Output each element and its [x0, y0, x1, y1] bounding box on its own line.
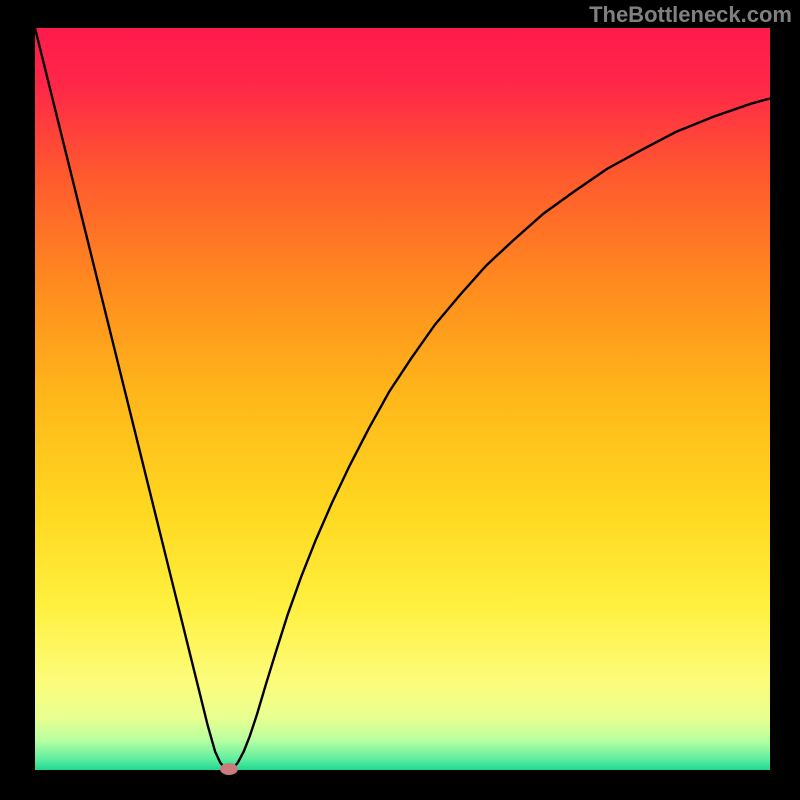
bottleneck-curve [35, 28, 770, 770]
watermark-text: TheBottleneck.com [589, 2, 792, 28]
plot-area [35, 28, 770, 770]
curve-path [35, 28, 770, 770]
minimum-marker [220, 763, 238, 775]
chart-container: TheBottleneck.com [0, 0, 800, 800]
